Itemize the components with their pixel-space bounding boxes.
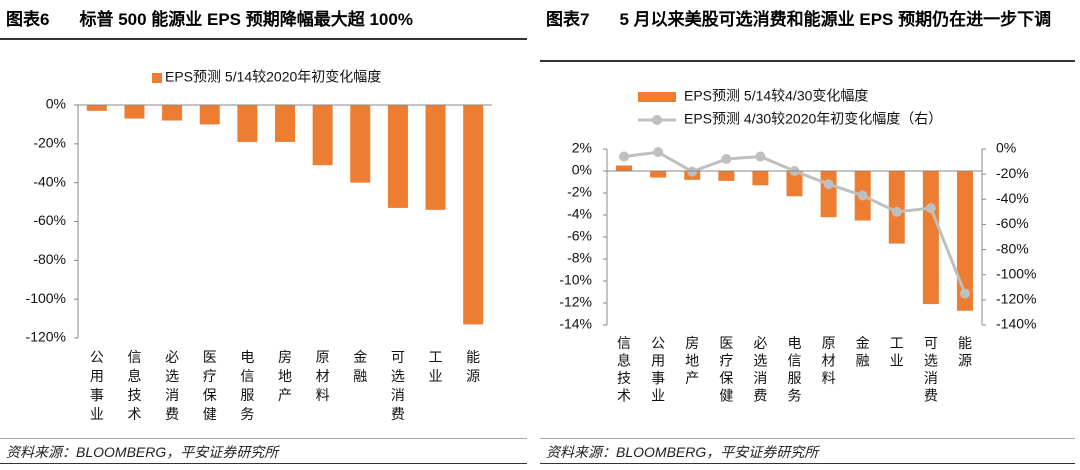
y-tick-label: -60%: [33, 212, 66, 228]
figure-label: 图表7: [546, 10, 590, 29]
bar: [350, 105, 371, 183]
bar: [922, 171, 939, 305]
header-right: 图表7 5 月以来美股可选消费和能源业 EPS 预期仍在进一步下调: [540, 0, 1075, 62]
y-tick-label: -8%: [567, 250, 592, 266]
y-tick-label: -4%: [567, 206, 592, 222]
y-tick-label: -80%: [33, 251, 66, 267]
legend-marker: [652, 115, 662, 125]
line-marker: [687, 166, 698, 177]
y-tick-label: -2%: [567, 184, 592, 200]
y-tick-label: -12%: [559, 294, 592, 310]
x-tick-label: 房地产: [685, 335, 699, 386]
x-tick-label: 医疗保健: [203, 349, 217, 422]
x-tick-label: 公用事业: [90, 349, 104, 422]
line-marker: [619, 151, 630, 162]
y2-tick-label: -20%: [996, 165, 1029, 181]
y-tick-label: -40%: [33, 173, 66, 189]
legend-swatch: [152, 73, 162, 83]
line-marker: [857, 190, 868, 201]
bar: [86, 105, 107, 111]
chart-title: 标普 500 能源业 EPS 预期降幅最大超 100%: [79, 10, 413, 29]
line-marker: [891, 206, 902, 217]
bar: [199, 105, 220, 125]
y-tick-label: 0%: [46, 96, 66, 112]
bar: [786, 171, 803, 197]
x-tick-label: 可选消费: [391, 349, 405, 422]
x-tick-label: 信息技术: [127, 349, 141, 422]
x-tick-label: 能源: [466, 349, 480, 384]
line-marker: [721, 154, 732, 165]
bar: [425, 105, 446, 210]
chart-title: 5 月以来美股可选消费和能源业 EPS 预期仍在进一步下调: [619, 10, 1052, 29]
bar: [237, 105, 258, 142]
line-marker: [823, 179, 834, 190]
bar: [650, 171, 667, 178]
x-tick-label: 医疗保健: [719, 335, 733, 404]
x-tick-label: 房地产: [278, 349, 292, 403]
y-tick-label: -10%: [559, 272, 592, 288]
legend-swatch: [638, 92, 676, 102]
bar: [463, 105, 484, 325]
line-marker: [653, 147, 664, 158]
x-tick-label: 公用事业: [651, 335, 665, 404]
x-tick-label: 金融: [353, 349, 367, 384]
x-tick-label: 信息技术: [617, 335, 631, 404]
bar: [312, 105, 333, 166]
x-tick-label: 金融: [856, 335, 870, 369]
x-tick-label: 工业: [890, 335, 904, 369]
y2-tick-label: -100%: [996, 265, 1036, 281]
source-right: 资料来源：BLOOMBERG，平安证券研究所: [540, 438, 1075, 464]
x-tick-label: 必选消费: [165, 349, 179, 422]
y2-tick-label: -120%: [996, 291, 1036, 307]
legend-label: EPS预测 5/14较2020年初变化幅度: [165, 69, 381, 85]
x-tick-label: 原材料: [822, 335, 836, 386]
y-tick-label: 0%: [572, 162, 592, 178]
legend-label: EPS预测 5/14较4/30变化幅度: [684, 88, 868, 104]
line-marker: [925, 203, 936, 214]
bar: [124, 105, 145, 119]
y-tick-label: 2%: [572, 140, 592, 156]
bar: [387, 105, 408, 208]
y2-tick-label: 0%: [996, 140, 1016, 156]
bar: [275, 105, 295, 142]
x-tick-label: 电信服务: [240, 349, 254, 422]
bar: [718, 171, 735, 181]
x-tick-label: 可选消费: [924, 335, 938, 404]
y-tick-label: -20%: [33, 135, 66, 151]
x-tick-label: 能源: [958, 335, 972, 369]
y2-tick-label: -140%: [996, 316, 1036, 332]
bar: [616, 165, 633, 171]
y-tick-label: -14%: [559, 316, 592, 332]
figure-label: 图表6: [6, 10, 50, 29]
y2-tick-label: -80%: [996, 240, 1029, 256]
header-left: 图表6 标普 500 能源业 EPS 预期降幅最大超 100%: [0, 0, 527, 40]
y2-tick-label: -40%: [996, 190, 1029, 206]
y2-tick-label: -60%: [996, 215, 1029, 231]
y-tick-label: -120%: [26, 329, 66, 345]
bar: [162, 105, 183, 121]
line-marker: [755, 151, 766, 162]
x-tick-label: 工业: [429, 349, 443, 384]
x-tick-label: 必选消费: [753, 335, 767, 404]
y-tick-label: -100%: [26, 290, 66, 306]
line-marker: [959, 288, 970, 299]
x-tick-label: 电信服务: [788, 335, 802, 404]
x-tick-label: 原材料: [316, 349, 330, 403]
source-left: 资料来源：BLOOMBERG，平安证券研究所: [0, 438, 527, 464]
bar: [956, 171, 973, 311]
bar: [752, 171, 769, 186]
legend-label: EPS预测 4/30较2020年初变化幅度（右）: [684, 111, 942, 127]
y-tick-label: -6%: [567, 228, 592, 244]
bar: [820, 171, 837, 218]
